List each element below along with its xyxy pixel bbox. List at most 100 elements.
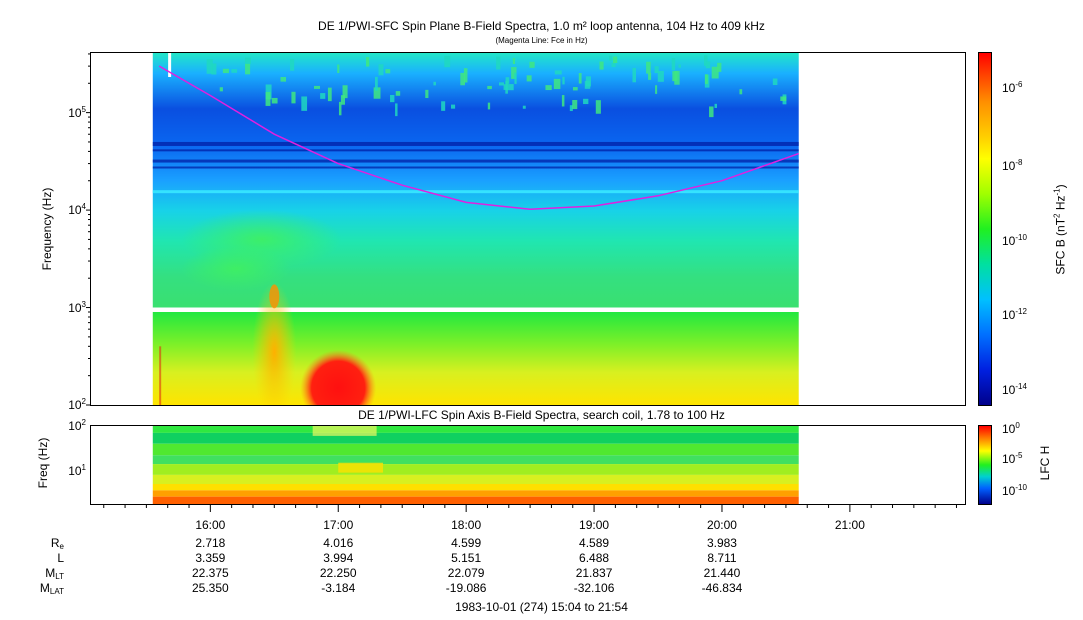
ephemeris-value: -32.106 — [554, 581, 634, 595]
ephemeris-value: 22.079 — [426, 566, 506, 580]
sfc-noise-texture — [488, 103, 490, 110]
sfc-noise-texture — [545, 85, 551, 90]
sfc-noise-texture — [223, 69, 229, 73]
sfc-y-tick-label: 104 — [50, 202, 86, 217]
sfc-noise-texture — [554, 79, 561, 89]
lfc-band — [153, 497, 799, 504]
sfc-noise-texture — [375, 77, 378, 91]
sfc-noise-texture — [712, 67, 719, 79]
sfc-noise-texture — [496, 57, 500, 70]
sfc-noise-texture — [632, 68, 636, 82]
sfc-noise-texture — [780, 96, 786, 100]
sfc-noise-texture — [583, 99, 588, 104]
ephemeris-value: 22.375 — [170, 566, 250, 580]
sfc-noise-texture — [705, 74, 708, 84]
ephemeris-row-label: MLT — [20, 566, 64, 581]
lfc-colorbar-tick-label: 10-10 — [1002, 483, 1027, 498]
ephemeris-row-label: Re — [20, 536, 64, 551]
sfc-noise-texture — [464, 68, 468, 82]
lfc-y-tick-label: 102 — [50, 418, 86, 433]
sfc-noise-texture — [508, 84, 514, 90]
sfc-dark-stripe — [153, 142, 799, 146]
sfc-noise-texture — [499, 82, 504, 85]
lfc-y-tick-label: 101 — [50, 463, 86, 478]
time-range-footer: 1983-10-01 (274) 15:04 to 21:54 — [0, 600, 1083, 614]
sfc-noise-texture — [513, 58, 515, 64]
ephemeris-value: 21.440 — [682, 566, 762, 580]
lfc-band — [153, 484, 799, 490]
sfc-noise-texture — [487, 86, 492, 89]
sfc-noise-texture — [672, 58, 675, 70]
x-tick-label: 18:00 — [426, 518, 506, 532]
sfc-noise-texture — [648, 73, 651, 80]
ephemeris-value: 4.016 — [298, 536, 378, 550]
sfc-noise-texture — [245, 58, 251, 64]
ephemeris-value: 3.359 — [170, 551, 250, 565]
sfc-noise-texture — [523, 106, 526, 109]
lfc-yellow-patch — [313, 426, 377, 436]
sfc-noise-texture — [444, 56, 450, 67]
sfc-noise-texture — [328, 88, 332, 102]
ephemeris-value: 3.983 — [682, 536, 762, 550]
lfc-spectrogram-panel — [90, 425, 966, 505]
sfc-noise-texture — [320, 93, 325, 99]
sfc-noise-texture — [231, 69, 237, 73]
ephemeris-value: 6.488 — [554, 551, 634, 565]
sfc-noise-texture — [366, 57, 369, 66]
lfc-chart-title: DE 1/PWI-LFC Spin Axis B-Field Spectra, … — [0, 408, 1083, 422]
sfc-noise-texture — [337, 65, 339, 74]
ephemeris-value: -3.184 — [298, 581, 378, 595]
sfc-noise-texture — [514, 73, 516, 84]
sfc-dark-stripe — [153, 166, 799, 168]
sfc-noise-texture — [562, 95, 565, 106]
sfc-noise-texture — [655, 85, 657, 94]
sfc-noise-texture — [579, 73, 582, 84]
sfc-noise-texture — [245, 64, 250, 75]
sfc-noise-texture — [281, 77, 287, 82]
sfc-noise-texture — [385, 69, 390, 73]
sfc-noise-texture — [609, 56, 612, 61]
sfc-noise-texture — [343, 85, 348, 98]
sfc-noise-texture — [314, 86, 320, 89]
sfc-noise-texture — [505, 81, 508, 94]
sfc-cyan-stripe — [153, 190, 799, 193]
sfc-spectrogram — [91, 53, 965, 405]
sfc-noise-texture — [291, 92, 295, 104]
x-tick-label: 20:00 — [682, 518, 762, 532]
ephemeris-value: 25.350 — [170, 581, 250, 595]
sfc-band-gap — [153, 308, 799, 312]
ephemeris-value: 4.599 — [426, 536, 506, 550]
ephemeris-row-label: MLAT — [20, 581, 64, 596]
sfc-chart-title: DE 1/PWI-SFC Spin Plane B-Field Spectra,… — [0, 19, 1083, 33]
sfc-colorbar-tick-label: 10-14 — [1002, 382, 1027, 397]
sfc-noise-texture — [290, 59, 294, 71]
ephemeris-row-label: L — [20, 551, 64, 565]
sfc-noise-texture — [739, 89, 742, 94]
sfc-dark-stripe — [153, 160, 799, 163]
ephemeris-value: 5.151 — [426, 551, 506, 565]
lfc-band — [153, 433, 799, 444]
sfc-colorbar-label: SFC B (nT2 Hz-1) — [1053, 170, 1068, 290]
sfc-colorbar-tick-label: 10-8 — [1002, 158, 1022, 173]
sfc-colorbar — [978, 52, 992, 406]
x-tick-label: 17:00 — [298, 518, 378, 532]
sfc-noise-texture — [555, 70, 562, 74]
sfc-colorbar-tick-label: 10-6 — [1002, 80, 1022, 95]
sfc-lower-band — [153, 312, 799, 405]
x-tick-label: 21:00 — [810, 518, 890, 532]
sfc-noise-texture — [266, 92, 271, 106]
sfc-noise-texture — [395, 103, 397, 116]
sfc-noise-texture — [301, 96, 307, 110]
sfc-y-tick-label: 105 — [50, 105, 86, 120]
time-axis-ticks — [88, 504, 988, 518]
ephemeris-value: 2.718 — [170, 536, 250, 550]
lfc-band — [153, 475, 799, 484]
sfc-noise-texture — [390, 95, 394, 102]
sfc-noise-texture — [562, 77, 564, 85]
lfc-band — [153, 426, 799, 433]
lfc-band — [153, 444, 799, 456]
lfc-yellow-patch — [338, 463, 383, 473]
sfc-noise-texture — [613, 57, 617, 63]
lfc-y-axis-label: Freq (Hz) — [36, 418, 50, 508]
sfc-y-tick-label: 103 — [50, 300, 86, 315]
